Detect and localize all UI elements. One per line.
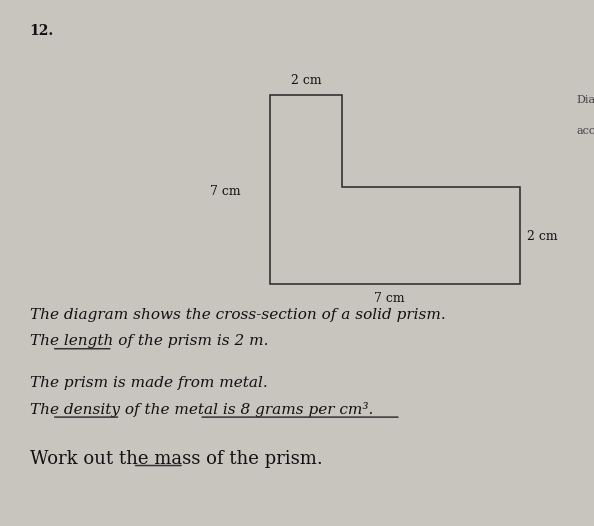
Text: The diagram shows the cross-section of a solid prism.: The diagram shows the cross-section of a…: [30, 308, 445, 322]
Text: The prism is made from metal.: The prism is made from metal.: [30, 376, 267, 390]
Text: 12.: 12.: [30, 24, 54, 38]
Text: 2 cm: 2 cm: [290, 74, 321, 87]
Polygon shape: [270, 95, 520, 284]
Text: The density of the metal is 8 grams per cm³.: The density of the metal is 8 grams per …: [30, 402, 373, 418]
Text: The length of the prism is 2 m.: The length of the prism is 2 m.: [30, 334, 268, 348]
Text: accu: accu: [576, 126, 594, 136]
Text: Diag: Diag: [576, 95, 594, 105]
Text: 7 cm: 7 cm: [210, 186, 241, 198]
Text: Work out the mass of the prism.: Work out the mass of the prism.: [30, 450, 323, 468]
Text: 2 cm: 2 cm: [527, 230, 558, 243]
Text: 7 cm: 7 cm: [374, 292, 405, 305]
